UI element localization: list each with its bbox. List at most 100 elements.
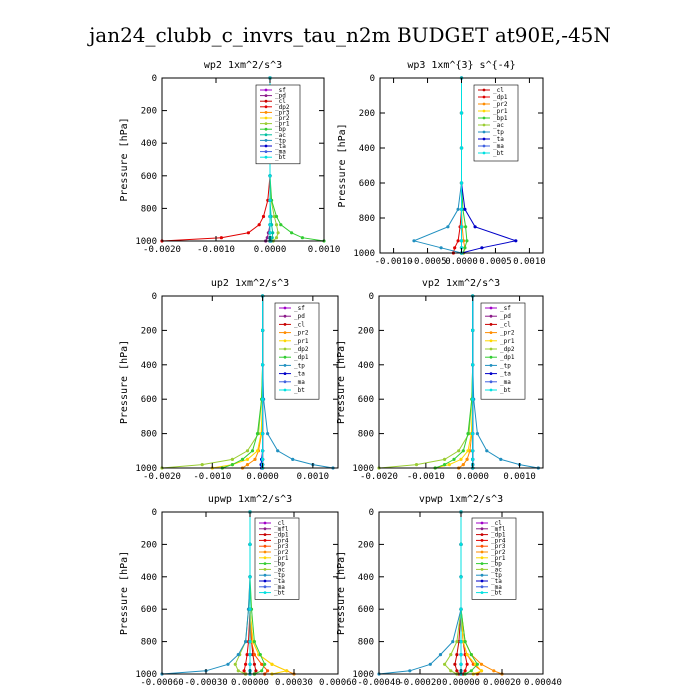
panels: wp2 1xm^2/s^3 Pressure [hPa] 0 200 400 600 800… <box>119 60 562 688</box>
y-tick-label: 800 <box>141 204 157 214</box>
data-point <box>455 640 459 644</box>
data-point <box>465 662 469 666</box>
y-tick-label: 400 <box>358 361 374 371</box>
data-point <box>438 653 443 657</box>
data-point <box>443 463 447 467</box>
legend-box <box>274 302 320 400</box>
legend-label: _dp1 <box>500 354 515 361</box>
data-point <box>459 542 463 547</box>
legend-box <box>254 517 300 600</box>
data-point <box>257 223 261 227</box>
y-tick-label: 200 <box>358 326 374 336</box>
data-point <box>452 457 456 461</box>
legend-marker <box>264 122 268 125</box>
legend-label: _bt <box>500 387 511 394</box>
data-point <box>230 463 234 467</box>
data-point <box>459 653 463 657</box>
data-point <box>412 239 416 243</box>
x-tick-label: -0.0010 <box>407 472 445 482</box>
y-tick-label: 600 <box>141 605 157 615</box>
y-tick-label: 1000 <box>135 670 157 680</box>
legend-marker <box>283 372 287 375</box>
legend-label: _ac <box>275 132 286 139</box>
legend: _sf_pd_cl _pr2_pr1_dp2_dp1_tp _ta_ma_bt <box>274 302 320 400</box>
series-line-ac <box>443 512 462 675</box>
legend-marker <box>283 323 287 326</box>
legend-marker <box>480 591 484 594</box>
x-tick-label: 0.0000 <box>445 257 478 267</box>
panel-4: vp2 1xm^2/s^3 Pressure [hPa] 0 200 400 600 800… <box>336 278 544 482</box>
legend-label: _pr1 <box>491 555 506 562</box>
legend-label: _tp <box>491 572 502 579</box>
data-point <box>261 328 265 332</box>
legend-marker <box>263 573 267 577</box>
legend-marker <box>489 372 493 375</box>
data-point <box>499 457 503 461</box>
legend-label: _ma <box>275 149 286 156</box>
legend-label: _pr2 <box>493 101 508 108</box>
x-tick-label: -0.0020 <box>143 245 181 255</box>
data-point <box>245 449 250 453</box>
legend-label: _pr3 <box>275 109 290 116</box>
data-point <box>471 363 475 367</box>
y-tick-label: 0 <box>152 74 157 84</box>
legend-marker <box>263 521 267 525</box>
legend: _cl_mfl_dp1_pr4_pr3_pr2_pr1_bp_ac_tp_ta_… <box>471 517 517 600</box>
y-tick-label: 600 <box>359 179 375 189</box>
panel-5: upwp 1xm^2/s^3 Pressure [hPa] 0 200 400 600 80… <box>119 494 357 688</box>
legend-label: _bt <box>491 590 502 597</box>
series-line-pr1 <box>435 296 474 469</box>
data-point <box>252 640 256 644</box>
data-point <box>260 662 264 666</box>
data-point <box>428 662 432 666</box>
data-point <box>274 236 279 240</box>
panel-title: upwp 1xm^2/s^3 <box>208 494 292 505</box>
legend-label: _dp2 <box>500 346 515 353</box>
data-point <box>248 607 252 611</box>
legend-label: _ma <box>491 584 502 591</box>
panel-3: up2 1xm^2/s^3 Pressure [hPa] 0 200 400 600 800… <box>119 278 339 482</box>
legend-marker <box>482 130 486 134</box>
data-point <box>456 239 460 243</box>
legend-label: _pr1 <box>500 338 515 345</box>
x-tick-label: -0.0010 <box>193 472 231 482</box>
data-point <box>261 363 265 367</box>
legend: _sf_pd_cl_dp2_pr3_pr2_pr1_bp_ac_tp_ta_ma… <box>255 84 301 165</box>
data-point <box>455 669 459 673</box>
legend-label: _tp <box>493 129 504 136</box>
data-point <box>255 432 260 436</box>
series-line-tp <box>161 512 251 675</box>
legend-marker <box>480 573 484 577</box>
data-point <box>449 653 453 657</box>
legend-marker <box>480 562 484 565</box>
legend-marker <box>263 591 267 594</box>
legend-label: _tp <box>274 572 285 579</box>
data-point <box>514 239 518 243</box>
panel-6: vpwp 1xm^2/s^3 Pressure [hPa] 0 200 400 600 80… <box>336 494 562 688</box>
y-axis-label: Pressure [hPa] <box>336 551 347 635</box>
data-point <box>466 432 470 436</box>
plot-frame <box>161 77 325 242</box>
data-point <box>453 662 457 666</box>
data-point <box>254 669 258 673</box>
legend-marker <box>480 521 484 525</box>
data-point <box>408 669 412 673</box>
data-point <box>471 328 475 332</box>
data-point <box>266 198 270 202</box>
panel-title: up2 1xm^2/s^3 <box>211 278 289 289</box>
legend-label: _bp <box>274 561 285 568</box>
x-tick-label: -0.0010 <box>375 257 413 267</box>
y-tick-label: 1000 <box>352 670 374 680</box>
legend-marker <box>283 380 287 384</box>
y-tick-label: 200 <box>359 109 375 119</box>
panel-1: wp2 1xm^2/s^3 Pressure [hPa] 0 200 400 600 800… <box>119 60 340 255</box>
y-tick-label: 800 <box>359 214 375 224</box>
data-point <box>459 207 464 211</box>
series-line-dp2 <box>161 296 264 469</box>
legend-marker <box>263 568 267 571</box>
legend-label: _tp <box>294 362 305 369</box>
data-point <box>446 225 450 229</box>
plot-frame <box>378 295 544 469</box>
data-point <box>261 432 265 436</box>
data-point <box>242 669 246 673</box>
